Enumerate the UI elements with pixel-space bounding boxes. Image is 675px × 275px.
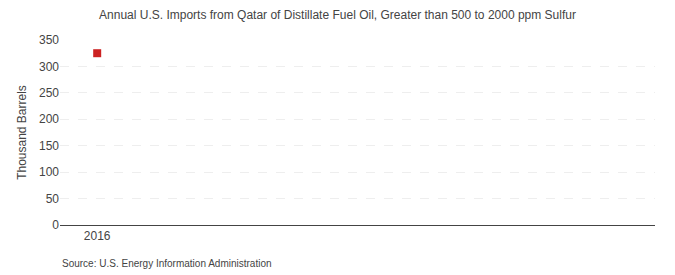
svg-text:2016: 2016 [84, 229, 111, 243]
svg-text:350: 350 [39, 33, 59, 47]
svg-text:250: 250 [39, 86, 59, 100]
svg-text:Thousand Barrels: Thousand Barrels [15, 85, 29, 180]
svg-text:50: 50 [46, 192, 60, 206]
svg-text:300: 300 [39, 60, 59, 74]
svg-text:0: 0 [52, 218, 59, 232]
svg-text:Source: U.S. Energy Informatio: Source: U.S. Energy Information Administ… [62, 258, 272, 269]
svg-text:Annual U.S. Imports from Qatar: Annual U.S. Imports from Qatar of Distil… [99, 8, 576, 22]
svg-text:100: 100 [39, 165, 59, 179]
svg-text:150: 150 [39, 139, 59, 153]
svg-text:200: 200 [39, 112, 59, 126]
